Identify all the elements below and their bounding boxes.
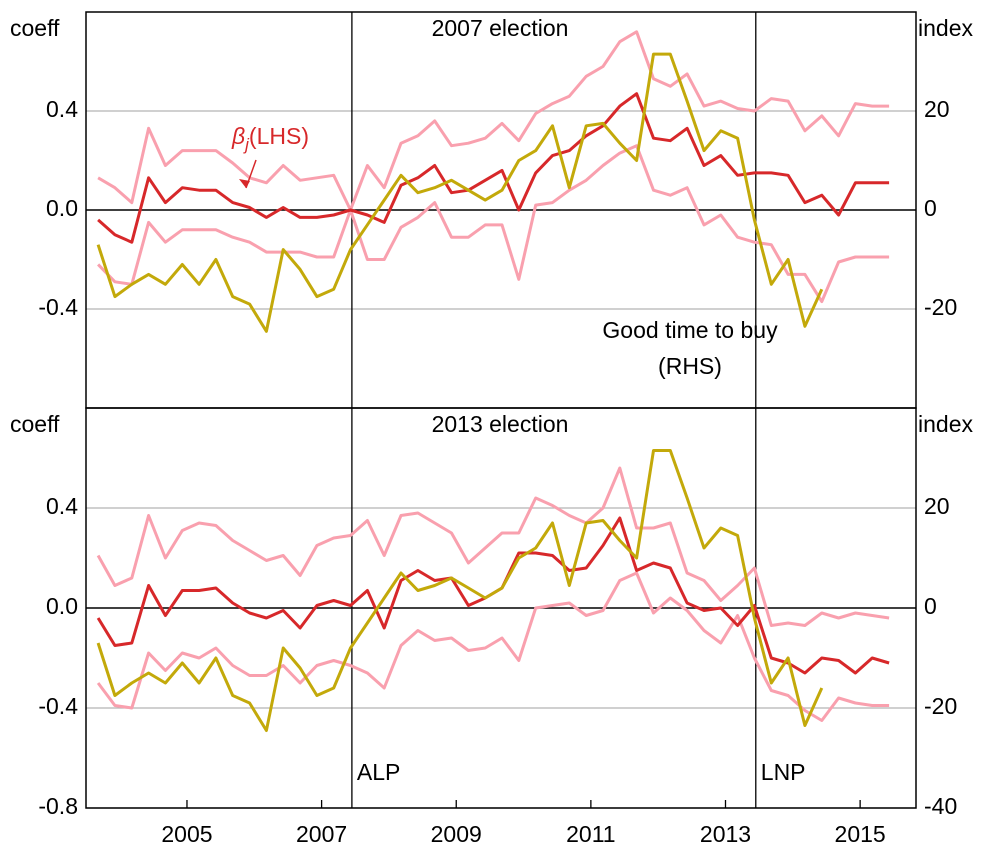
annotation-subscript: j — [243, 135, 250, 154]
y-tick-label: 0.0 — [46, 593, 78, 619]
y2-tick-label: 0 — [924, 195, 937, 221]
panel-title: 2013 election — [432, 411, 569, 437]
panel-title: 2007 election — [432, 15, 569, 41]
y-tick-label: 0.4 — [46, 96, 78, 122]
annotation-symbol: β — [231, 123, 245, 149]
annotation-text: (LHS) — [249, 123, 309, 149]
x-tick-label: 2007 — [296, 821, 347, 847]
y2-axis-label: index — [918, 15, 973, 41]
y2-tick-label: 0 — [924, 593, 937, 619]
data-line — [96, 466, 890, 627]
x-tick-label: 2005 — [161, 821, 212, 847]
data-line — [97, 30, 890, 212]
y2-tick-label: -20 — [924, 294, 957, 320]
annotation: βj(LHS) — [231, 123, 309, 154]
y2-tick-label: 20 — [924, 493, 950, 519]
y-tick-label: 0.0 — [46, 195, 78, 221]
data-line — [97, 144, 890, 304]
data-line — [96, 449, 824, 732]
data-line — [96, 52, 824, 333]
event-label: LNP — [761, 759, 806, 785]
data-line — [96, 571, 890, 722]
y-tick-label: -0.8 — [38, 793, 78, 819]
y-tick-label: 0.4 — [46, 493, 78, 519]
x-tick-label: 2009 — [431, 821, 482, 847]
y2-tick-label: -20 — [924, 693, 957, 719]
y-tick-label: -0.4 — [38, 693, 78, 719]
x-tick-label: 2011 — [566, 821, 615, 847]
y2-tick-label: -40 — [924, 793, 957, 819]
y-axis-label: coeff — [10, 15, 60, 41]
y-tick-label: -0.4 — [38, 294, 78, 320]
x-tick-label: 2015 — [835, 821, 886, 847]
annotation: Good time to buy — [602, 317, 778, 343]
y2-tick-label: 20 — [924, 96, 950, 122]
y2-axis-label: index — [918, 411, 973, 437]
data-line — [97, 92, 890, 244]
plot-frame — [85, 407, 917, 809]
y-axis-label: coeff — [10, 411, 60, 437]
event-label: ALP — [357, 759, 400, 785]
x-tick-label: 2013 — [700, 821, 751, 847]
annotation: (RHS) — [658, 353, 722, 379]
annotation-arrowhead — [239, 179, 250, 188]
